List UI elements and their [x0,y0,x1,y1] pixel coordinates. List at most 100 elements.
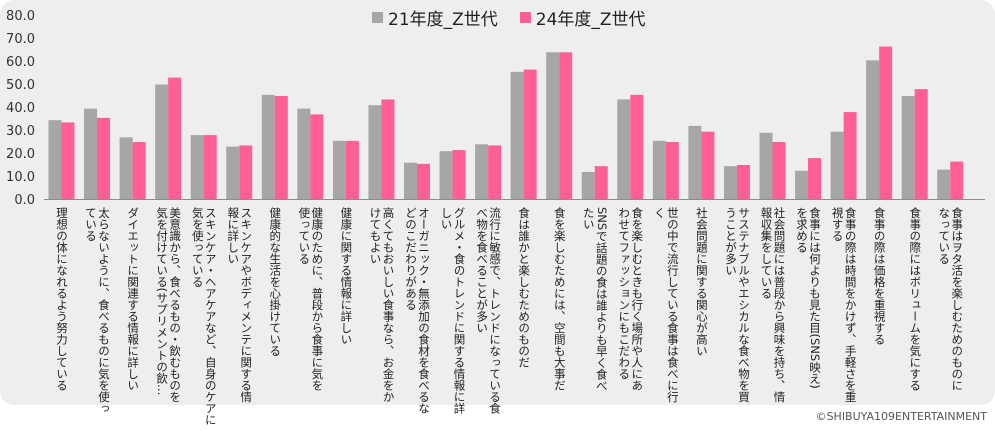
bar-21-12 [439,151,453,200]
bar-21-20 [723,166,737,200]
y-tick-label: 20.0 [6,147,35,162]
bar-21-22 [795,170,809,200]
category-label-line: 食は誰かと楽しむためのものだ [517,207,532,368]
category-label-25: 食事の際にはボリュームを気にする [908,207,923,391]
bar-21-18 [652,140,666,200]
category-label-23: 食事の際は時間をかけず、手軽さを重 視する [830,207,858,403]
category-label-line: サステナブルやエシカルな食べ物を買 [736,207,751,403]
y-tick-label: 50.0 [6,78,35,93]
bar-21-25 [901,96,915,200]
category-label-line: オーガニック・無添加の食材を食べるな [417,207,431,414]
category-label-18: 世の中で流行している食事は食べに行く [652,207,680,403]
category-label-line: 報に詳しい [226,207,241,265]
bar-24-4 [168,77,182,200]
category-label-line: 報収集をしている [759,207,774,299]
category-label-14: 食は誰かと楽しむためのものだ [517,207,532,368]
bar-24-12 [452,150,466,200]
category-label-1: 理想の体になれるよう努力している [55,207,69,391]
bar-21-3 [119,137,133,200]
legend-label-21: 21年度_Z世代 [388,10,498,30]
category-label-line: ダイエットに関連する情報に詳しい [126,207,141,391]
bar-21-6 [226,146,240,200]
bar-24-3 [132,142,146,200]
category-label-line: うことが多い [723,207,738,276]
bar-21-9 [332,140,346,200]
category-label-line: 流行に敏感で、トレンドになっている食 [488,207,503,414]
y-tick-label: 10.0 [6,170,35,185]
bar-24-21 [772,142,786,200]
category-label-line: く [652,207,667,219]
legend-swatch-24 [519,12,531,23]
category-label-line: を求める [795,207,810,253]
bar-chart: 0.0 10.0 20.0 30.0 40.0 50.0 60.0 70.0 80.0 [6,9,985,208]
category-label-line: 食を楽しむためには、空間も大事だ [552,207,567,391]
legend: 21年度_Z世代 24年度_Z世代 [372,5,646,30]
category-label-line: グルメ・食のトレンドに関する情報に詳 [452,207,467,414]
category-label-19: 社会問題に関する関心が高い [694,207,709,357]
category-label-line: 社会問題には普段から興味を持ち、情 [772,207,787,403]
bar-21-13 [475,144,489,200]
category-label-5: スキンケア・ヘアケアなど、自身のケアに 気を使っている [191,207,218,426]
category-label-3: ダイエットに関連する情報に詳しい [126,207,141,391]
copyright: ©SHIBUYA109ENTERTAINMENT [815,410,987,423]
category-label-line: 食事の際は価格を重視する [872,207,887,345]
category-label-22: 食事には何よりも見た目(SNS映え) を求める [795,207,823,389]
bars [48,46,964,200]
category-label-line: 食事には何よりも見た目(SNS映え) [808,207,823,389]
bar-24-6 [239,145,253,200]
bar-24-2 [97,117,111,200]
bar-21-15 [546,52,560,200]
bar-24-14 [523,69,537,200]
category-label-line: 食事の際は時間をかけず、手軽さを重 [843,207,858,403]
y-tick-label: 70.0 [6,32,35,47]
bar-21-11 [404,162,417,200]
bar-24-25 [914,89,928,200]
category-label-12: グルメ・食のトレンドに関する情報に詳 しい [440,207,467,414]
y-tick-label: 30.0 [6,124,35,139]
y-tick-label: 80.0 [6,9,35,24]
category-label-4: 美意識から、食べるもの・飲むものを 気を付けている(サプリメントの飲… [155,207,182,403]
category-label-11: オーガニック・無添加の食材を食べるな どのこだわりがある [404,207,431,414]
bar-24-23 [843,112,857,200]
bar-24-15 [559,52,573,200]
category-label-13: 流行に敏感で、トレンドになっている食 べ物を食べることが多い [475,207,503,414]
bar-24-18 [665,142,679,200]
bar-21-14 [510,71,524,200]
bar-24-24 [879,46,893,200]
category-label-15: 食を楽しむためには、空間も大事だ [552,207,567,391]
category-label-line: 太らないように、食べるものに気を使っ [97,207,112,414]
bar-24-22 [808,158,822,200]
category-label-line: 食事はヲタ活を楽しむためのものに [950,207,965,391]
category-label-21: 社会問題には普段から興味を持ち、情 報収集をしている [759,207,787,403]
y-tick-label: 40.0 [6,101,35,116]
category-label-line: 高くてもおいしい食事なら、お金をか [381,207,396,403]
category-label-line: 視する [830,207,845,242]
category-label-9: 健康に関する情報に詳しい [339,207,353,345]
category-label-line: たい [581,207,596,230]
y-tick-label: 60.0 [6,55,35,70]
category-label-line: 食を楽しむときも行く場所や人にあ [630,207,645,391]
category-label-line: 社会問題に関する関心が高い [694,207,709,357]
legend-label-24: 24年度_Z世代 [535,10,646,30]
category-label-8: 健康のために、普段から食事に気を 使っている [297,207,325,391]
category-label-line: 使っている [297,207,312,265]
legend-swatch-21 [372,12,383,23]
bar-24-13 [488,145,502,200]
legend-item-24: 24年度_Z世代 [519,5,646,30]
bar-21-24 [866,60,880,200]
category-label-line: なっている [937,207,952,265]
chart-panel [0,0,995,405]
category-label-line: 理想の体になれるよう努力している [55,207,69,391]
bar-24-17 [630,94,644,200]
bar-21-26 [937,169,951,200]
bar-24-19 [701,131,715,200]
category-label-24: 食事の際は価格を重視する [872,207,887,345]
category-label-6: スキンケアやボディメンテに関する情 報に詳しい [226,207,253,403]
bar-21-7 [261,94,275,200]
category-label-line: 食事の際にはボリュームを気にする [908,207,923,391]
bar-21-19 [688,125,702,200]
category-label-line: 健康のために、普段から食事に気を [310,207,325,391]
category-label-17: 食を楽しむときも行く場所や人にあ わせてファッションにもこだわる [617,207,645,391]
bar-21-8 [297,108,311,200]
category-label-line: わせてファッションにもこだわる [617,207,632,380]
